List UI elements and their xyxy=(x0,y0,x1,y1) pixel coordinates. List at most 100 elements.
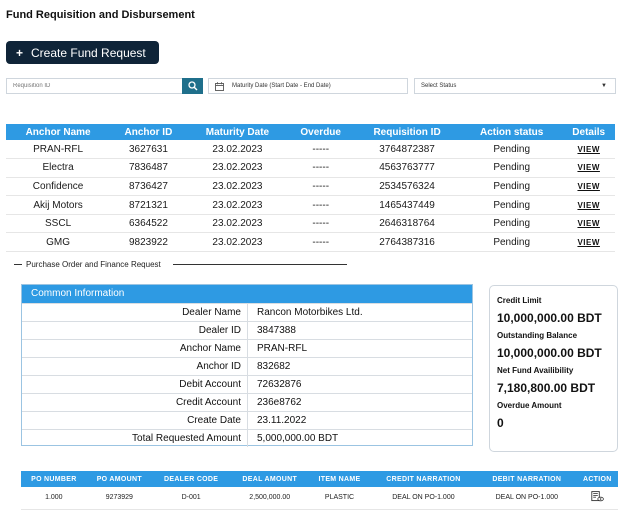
column-header: DEALER CODE xyxy=(151,471,231,487)
requisition-id-cell: 2764387316 xyxy=(353,232,461,253)
action-status-cell: Pending xyxy=(460,140,563,160)
page-title: Fund Requisition and Disbursement xyxy=(6,9,195,21)
filter-bar: Maturity Date (Start Date - End Date) Se… xyxy=(6,78,616,94)
column-header: DEAL AMOUNT xyxy=(230,471,310,487)
po-amount-cell: 9273929 xyxy=(86,487,152,510)
info-row: Create Date 23.11.2022 xyxy=(22,411,472,429)
requisition-id-cell: 4563763777 xyxy=(353,158,461,178)
info-row: Dealer ID 3847388 xyxy=(22,321,472,339)
details-cell: VIEW xyxy=(562,214,615,234)
overdue-cell: ----- xyxy=(288,214,354,234)
maturity-date-cell: 23.02.2023 xyxy=(186,195,289,215)
column-header: PO AMOUNT xyxy=(86,471,152,487)
table-row: GMG 9823922 23.02.2023 ----- 2764387316 … xyxy=(6,232,615,253)
info-label: Anchor ID xyxy=(22,358,248,375)
info-row: Total Requested Amount 5,000,000.00 BDT xyxy=(22,429,472,447)
credit-limit-label: Credit Limit xyxy=(497,296,542,305)
anchor-name-cell: PRAN-RFL xyxy=(6,140,111,160)
create-fund-request-button[interactable]: + Create Fund Request xyxy=(6,41,159,64)
search-button[interactable] xyxy=(182,78,203,94)
table-row: 1.000 9273929 D-001 2,500,000.00 PLASTIC… xyxy=(21,487,618,510)
info-label: Total Requested Amount xyxy=(22,430,248,447)
column-header: ACTION xyxy=(576,471,618,487)
action-status-cell: Pending xyxy=(460,232,563,253)
info-row: Debit Account 72632876 xyxy=(22,375,472,393)
table-row: SSCL 6364522 23.02.2023 ----- 2646318764… xyxy=(6,214,615,234)
date-range-placeholder: Maturity Date (Start Date - End Date) xyxy=(232,83,331,89)
info-label: Create Date xyxy=(22,412,248,429)
info-value: 236e8762 xyxy=(257,397,302,408)
maturity-date-cell: 23.02.2023 xyxy=(186,214,289,234)
info-label: Dealer ID xyxy=(22,322,248,339)
maturity-date-cell: 23.02.2023 xyxy=(186,177,289,197)
overdue-cell: ----- xyxy=(288,177,354,197)
info-label: Anchor Name xyxy=(22,340,248,357)
info-value: Rancon Motorbikes Ltd. xyxy=(257,307,363,318)
column-header: Anchor ID xyxy=(110,124,187,140)
overdue-cell: ----- xyxy=(288,140,354,160)
anchor-requisition-table: Anchor Name Anchor ID Maturity Date Over… xyxy=(6,124,615,253)
info-label: Dealer Name xyxy=(22,304,248,321)
column-header: Maturity Date xyxy=(186,124,289,140)
requisition-id-input[interactable] xyxy=(6,78,182,94)
maturity-date-range-field[interactable]: Maturity Date (Start Date - End Date) xyxy=(208,78,408,94)
action-status-cell: Pending xyxy=(460,195,563,215)
details-cell: VIEW xyxy=(562,232,615,253)
overdue-cell: ----- xyxy=(288,158,354,178)
details-cell: VIEW xyxy=(562,177,615,197)
action-status-cell: Pending xyxy=(460,214,563,234)
anchor-id-cell: 8721321 xyxy=(110,195,187,215)
panel-header: Common Information xyxy=(22,285,472,303)
debit-narration-cell: DEAL ON PO-1.000 xyxy=(477,487,577,510)
chevron-down-icon: ▼ xyxy=(601,83,607,89)
credit-limit-value: 10,000,000.00 BDT xyxy=(497,311,602,325)
info-value: 5,000,000.00 BDT xyxy=(257,433,339,444)
status-select[interactable]: Select Status ▼ xyxy=(414,78,616,94)
maturity-date-cell: 23.02.2023 xyxy=(186,140,289,160)
column-header: Requisition ID xyxy=(353,124,461,140)
divider-line xyxy=(14,264,22,265)
view-document-icon[interactable] xyxy=(591,491,604,502)
table-row: PRAN-RFL 3627631 23.02.2023 ----- 376487… xyxy=(6,140,615,160)
outstanding-balance-label: Outstanding Balance xyxy=(497,331,578,340)
net-fund-availability-label: Net Fund Availibility xyxy=(497,366,574,375)
column-header: Action status xyxy=(460,124,563,140)
view-link[interactable]: VIEW xyxy=(577,163,600,173)
section-title: Purchase Order and Finance Request xyxy=(26,260,161,269)
anchor-id-cell: 7836487 xyxy=(110,158,187,178)
view-link[interactable]: VIEW xyxy=(577,144,600,154)
view-link[interactable]: VIEW xyxy=(577,181,600,191)
plus-icon: + xyxy=(16,45,24,60)
purchase-order-table: PO NUMBER PO AMOUNT DEALER CODE DEAL AMO… xyxy=(21,471,618,510)
outstanding-balance-value: 10,000,000.00 BDT xyxy=(497,346,602,360)
dealer-code-cell: D-001 xyxy=(151,487,231,510)
view-link[interactable]: VIEW xyxy=(577,200,600,210)
anchor-name-cell: SSCL xyxy=(6,214,111,234)
anchor-id-cell: 9823922 xyxy=(110,232,187,253)
deal-amount-cell: 2,500,000.00 xyxy=(230,487,310,510)
status-select-placeholder: Select Status xyxy=(421,83,457,89)
info-row: Anchor ID 832682 xyxy=(22,357,472,375)
common-information-panel: Common Information Dealer Name Rancon Mo… xyxy=(21,284,473,447)
overdue-amount-label: Overdue Amount xyxy=(497,401,562,410)
table-row: Confidence 8736427 23.02.2023 ----- 2534… xyxy=(6,177,615,197)
view-link[interactable]: VIEW xyxy=(577,219,600,229)
search-icon xyxy=(187,81,197,91)
requisition-id-cell: 3764872387 xyxy=(353,140,461,160)
info-row: Anchor Name PRAN-RFL xyxy=(22,339,472,357)
anchor-id-cell: 3627631 xyxy=(110,140,187,160)
maturity-date-cell: 23.02.2023 xyxy=(186,158,289,178)
view-link[interactable]: VIEW xyxy=(577,237,600,247)
info-value: 23.11.2022 xyxy=(257,415,307,426)
table-row: Akij Motors 8721321 23.02.2023 ----- 146… xyxy=(6,195,615,215)
details-cell: VIEW xyxy=(562,158,615,178)
action-status-cell: Pending xyxy=(460,158,563,178)
overdue-cell: ----- xyxy=(288,232,354,253)
column-header: Overdue xyxy=(288,124,354,140)
table-row: Electra 7836487 23.02.2023 ----- 4563763… xyxy=(6,158,615,178)
maturity-date-cell: 23.02.2023 xyxy=(186,232,289,253)
info-label: Debit Account xyxy=(22,376,248,393)
info-row: Dealer Name Rancon Motorbikes Ltd. xyxy=(22,303,472,321)
info-value: 832682 xyxy=(257,361,291,372)
anchor-name-cell: Confidence xyxy=(6,177,111,197)
